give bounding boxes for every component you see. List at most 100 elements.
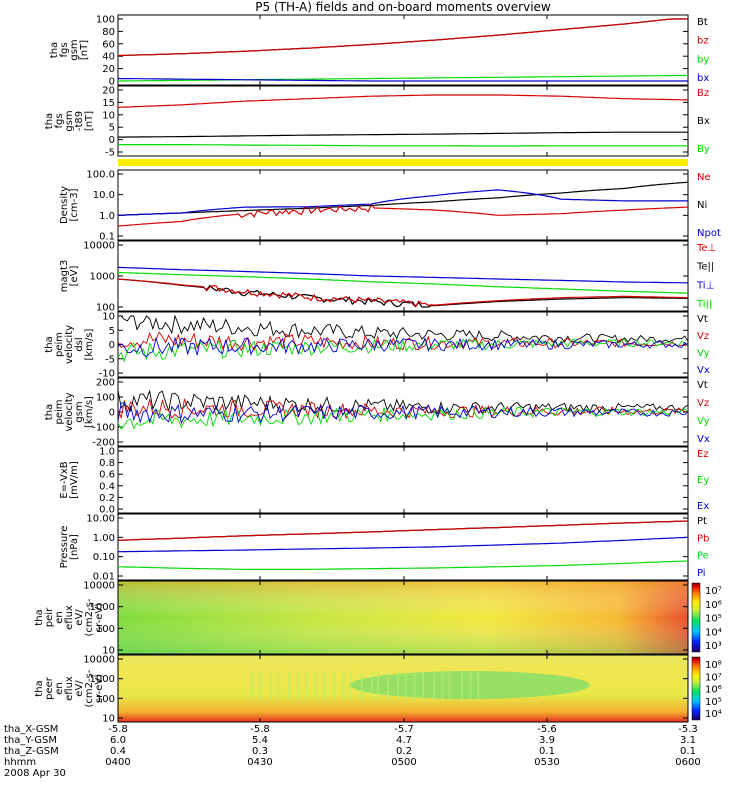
y-tick-label: 0.8 (99, 458, 115, 469)
x-row-value: 4.7 (396, 735, 412, 746)
series-Bt (117, 18, 688, 57)
y-axis-label: [nPa] (69, 534, 80, 560)
spectrogram-electron-stripe (259, 671, 262, 701)
series-Vy (117, 406, 689, 430)
spectrogram-electron-stripe (288, 671, 291, 701)
legend-Npot: Npot (697, 228, 721, 239)
series-by (118, 74, 689, 82)
spectrogram-electron-stripe (477, 671, 480, 701)
y-tick-label: 0.0 (99, 505, 115, 516)
y-tick-label: 80 (102, 27, 115, 38)
y-axis-label: E=-VxB (59, 461, 70, 498)
legend-Te||: Te|| (696, 262, 714, 273)
y-tick-label: 0 (109, 135, 115, 146)
y-axis-label: [km/s] (84, 396, 95, 428)
series-Pe (118, 560, 689, 570)
x-row-value: 5.4 (252, 735, 268, 746)
spectrogram-electron-stripe (360, 671, 363, 701)
x-row-value: 0500 (391, 757, 416, 768)
spectrogram-electron-stripe (323, 671, 326, 701)
y-tick-label: 20 (102, 86, 115, 97)
colorbar (691, 582, 701, 653)
legend-Ey: Ey (697, 475, 709, 486)
chart-title: P5 (TH-A) fields and on-board moments ov… (255, 0, 551, 14)
colorbar-label: 10⁷ (705, 672, 722, 683)
panel-frame (117, 446, 689, 514)
spectrogram-electron-stripe (314, 671, 317, 701)
y-axis-label: en (54, 682, 65, 695)
spectrogram-electron-stripe (270, 671, 273, 701)
legend-by: by (697, 54, 709, 65)
y-tick-label: 1000 (90, 272, 115, 283)
spectrogram-electron-stripe (396, 671, 399, 701)
panel-frame (117, 513, 689, 581)
y-tick-label: 10000 (83, 581, 115, 592)
legend-Pi: Pi (697, 568, 706, 579)
series-Pi (118, 536, 689, 553)
legend-Vy: Vy (697, 416, 710, 427)
legend-Vt: Vt (697, 314, 708, 325)
panel-frame (117, 169, 689, 241)
legend-Bt: Bt (697, 17, 708, 28)
legend-Pb: Pb (697, 533, 709, 544)
legend-Ni: Ni (697, 200, 707, 211)
spectrogram-electron-stripe (305, 671, 308, 701)
y-tick-label: 15 (102, 98, 115, 109)
panel-frame (117, 85, 689, 157)
y-axis-label: eflux (64, 676, 75, 701)
x-row-value: -5.7 (394, 724, 414, 735)
y-axis-label: [cm-3] (69, 188, 80, 221)
y-tick-label: 1000 (90, 674, 115, 685)
y-axis-label: peim (54, 399, 65, 424)
y-axis-label: [mV/m] (69, 461, 80, 499)
colorbar-label: 10⁵ (705, 614, 722, 625)
y-axis-label: [nT] (84, 111, 95, 131)
y-tick-label: 5 (109, 123, 115, 134)
series-Bz (117, 94, 688, 108)
y-axis-label: tha (44, 113, 55, 129)
y-axis-label: peim (54, 332, 65, 357)
series-Bx (118, 131, 688, 138)
y-tick-label: 1.0 (99, 447, 115, 458)
colorbar-label: 10⁴ (705, 627, 722, 638)
spectrogram-ion-overlay (118, 581, 688, 654)
y-axis-label: eflux (64, 605, 75, 630)
y-tick-label: 60 (102, 39, 115, 50)
y-axis-label: eV/ (74, 609, 85, 626)
y-axis-label: gsm (64, 110, 75, 131)
y-tick-label: 100.0 (86, 170, 115, 181)
spectrogram-electron-stripe (332, 671, 335, 701)
y-tick-label: 40 (102, 52, 115, 63)
x-row-value: -5.3 (678, 724, 698, 735)
legend-bz: bz (697, 36, 709, 47)
y-tick-label: 100 (96, 393, 115, 404)
y-tick-label: 0.4 (99, 481, 115, 492)
y-tick-label: 5 (109, 326, 115, 337)
x-row-value: 6.0 (110, 735, 126, 746)
colorbar-label: 10³ (705, 641, 722, 652)
legend-Pt: Pt (697, 516, 707, 527)
y-axis-label: peer (44, 676, 55, 700)
y-tick-label: 100 (96, 694, 115, 705)
x-row-label: hhmm (4, 757, 36, 768)
x-row-value: 0.4 (110, 746, 126, 757)
x-row-value: 0530 (534, 757, 559, 768)
y-tick-label: 10000 (83, 241, 115, 252)
y-tick-label: 20 (102, 64, 115, 75)
x-row-value: 0.1 (680, 746, 696, 757)
y-axis-label: (cm2-s- (84, 669, 95, 707)
y-tick-label: 0.10 (93, 552, 115, 563)
legend-Bz: Bz (697, 88, 709, 99)
legend-Te⊥: Te⊥ (696, 243, 716, 254)
series-Vt (118, 314, 689, 344)
x-row-label: tha_Z-GSM (4, 746, 59, 757)
spectrogram-electron-stripe (277, 671, 280, 701)
series-Ne (117, 204, 689, 227)
y-axis-label: sr-eV) (94, 603, 105, 632)
y-tick-label: 200 (96, 378, 115, 389)
y-tick-label: 10 (102, 312, 115, 323)
x-row-value: 0600 (675, 757, 700, 768)
series-Ti|| (117, 271, 689, 294)
y-axis-label: [km/s] (84, 328, 95, 360)
